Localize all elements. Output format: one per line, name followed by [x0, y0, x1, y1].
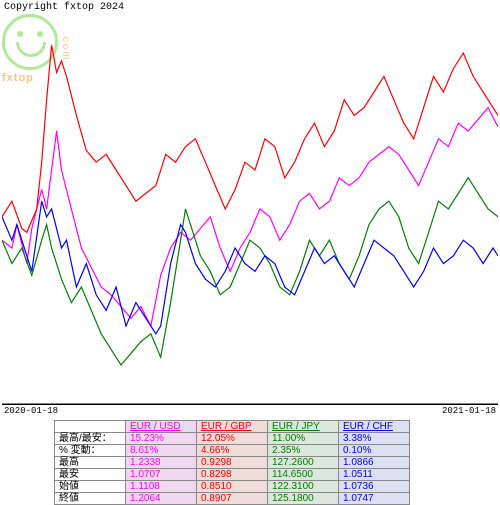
- cell-0-3: 3.38%: [339, 433, 410, 445]
- cell-2-1: 0.9298: [197, 457, 268, 469]
- cell-5-1: 0.8907: [197, 493, 268, 505]
- cell-0-0: 15.23%: [126, 433, 197, 445]
- series-eurusd: [2, 108, 498, 326]
- row-label-5: 終値: [55, 493, 126, 505]
- cell-0-2: 11.00%: [268, 433, 339, 445]
- x-axis-start-label: 2020-01-18: [4, 406, 58, 416]
- cell-4-2: 122.3100: [268, 481, 339, 493]
- col-header-3[interactable]: EUR / CHF: [339, 421, 410, 433]
- col-header-2[interactable]: EUR / JPY: [268, 421, 339, 433]
- cell-1-0: 8.61%: [126, 445, 197, 457]
- col-header-0[interactable]: EUR / USD: [126, 421, 197, 433]
- cell-5-3: 1.0747: [339, 493, 410, 505]
- cell-5-2: 125.1800: [268, 493, 339, 505]
- cell-4-0: 1.1108: [126, 481, 197, 493]
- cell-3-0: 1.0707: [126, 469, 197, 481]
- series-eurgbp: [2, 45, 498, 232]
- cell-4-3: 1.0736: [339, 481, 410, 493]
- row-label-3: 最安: [55, 469, 126, 481]
- col-header-1[interactable]: EUR / GBP: [197, 421, 268, 433]
- row-label-1: % 変動：: [55, 445, 126, 457]
- cell-5-0: 1.2064: [126, 493, 197, 505]
- row-label-4: 始値: [55, 481, 126, 493]
- cell-3-1: 0.8298: [197, 469, 268, 481]
- copyright-text: Copyright fxtop 2024: [4, 2, 124, 13]
- cell-0-1: 12.05%: [197, 433, 268, 445]
- cell-1-1: 4.66%: [197, 445, 268, 457]
- cell-2-0: 1.2338: [126, 457, 197, 469]
- series-eurchf: [2, 201, 498, 334]
- x-axis-end-label: 2021-01-18: [442, 406, 496, 416]
- cell-3-2: 114.6500: [268, 469, 339, 481]
- cell-2-2: 127.2600: [268, 457, 339, 469]
- row-label-0: 最高/最安：: [55, 433, 126, 445]
- forex-line-chart: [2, 14, 498, 405]
- cell-1-2: 2.35%: [268, 445, 339, 457]
- cell-1-3: 0.10%: [339, 445, 410, 457]
- row-label-2: 最高: [55, 457, 126, 469]
- table-corner: [55, 421, 126, 433]
- cell-3-3: 1.0511: [339, 469, 410, 481]
- cell-4-1: 0.8510: [197, 481, 268, 493]
- currency-stats-table: EUR / USDEUR / GBPEUR / JPYEUR / CHF 最高/最…: [54, 420, 410, 505]
- cell-2-3: 1.0866: [339, 457, 410, 469]
